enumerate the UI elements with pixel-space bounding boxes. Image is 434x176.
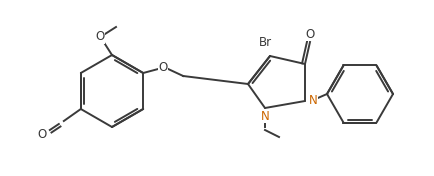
Text: N: N <box>308 95 317 108</box>
Text: O: O <box>158 61 168 74</box>
Text: N: N <box>260 109 269 122</box>
Text: O: O <box>305 27 314 40</box>
Text: Br: Br <box>258 36 271 49</box>
Text: O: O <box>95 30 105 43</box>
Text: O: O <box>37 128 46 142</box>
